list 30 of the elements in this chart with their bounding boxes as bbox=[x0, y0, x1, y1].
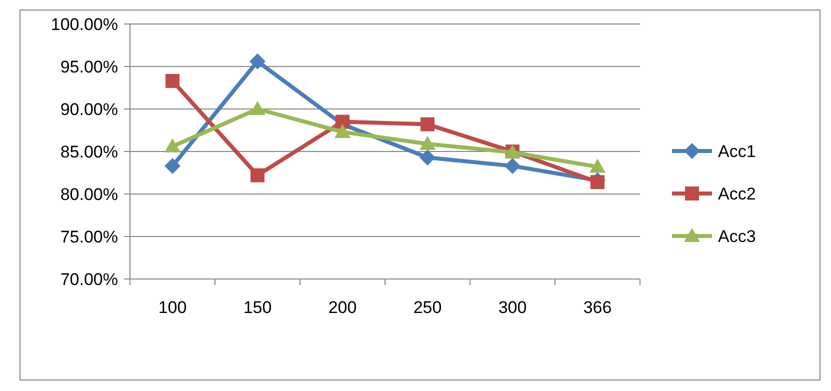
x-tick-label: 300 bbox=[498, 298, 527, 317]
x-tick-label: 366 bbox=[583, 298, 612, 317]
point bbox=[420, 117, 434, 132]
x-tick-label: 100 bbox=[158, 298, 187, 317]
x-tick-label: 250 bbox=[413, 298, 442, 317]
point bbox=[504, 158, 520, 174]
y-tick-label: 95.00% bbox=[60, 57, 118, 76]
y-tick-label: 80.00% bbox=[60, 184, 118, 204]
y-tick-label: 90.00% bbox=[60, 100, 118, 119]
point bbox=[334, 124, 350, 138]
point bbox=[420, 149, 436, 166]
point bbox=[420, 136, 436, 150]
x-tick-label: 200 bbox=[328, 298, 357, 317]
point bbox=[250, 53, 266, 70]
legend-label: Acc3 bbox=[718, 226, 756, 246]
y-tick-label: 75.00% bbox=[60, 227, 118, 246]
point bbox=[336, 114, 350, 129]
point bbox=[590, 175, 604, 190]
point bbox=[166, 74, 180, 88]
y-tick-label: 70.00% bbox=[60, 270, 118, 289]
x-tick-label: 150 bbox=[243, 298, 272, 317]
point bbox=[250, 101, 266, 115]
legend-label: Acc2 bbox=[718, 184, 756, 204]
point bbox=[590, 158, 606, 173]
y-tick-label: 85.00% bbox=[60, 142, 118, 162]
point bbox=[164, 158, 180, 174]
point bbox=[250, 168, 264, 182]
legend-label: Acc1 bbox=[718, 142, 756, 161]
y-tick-label: 100.00% bbox=[50, 14, 118, 34]
point bbox=[164, 138, 180, 152]
